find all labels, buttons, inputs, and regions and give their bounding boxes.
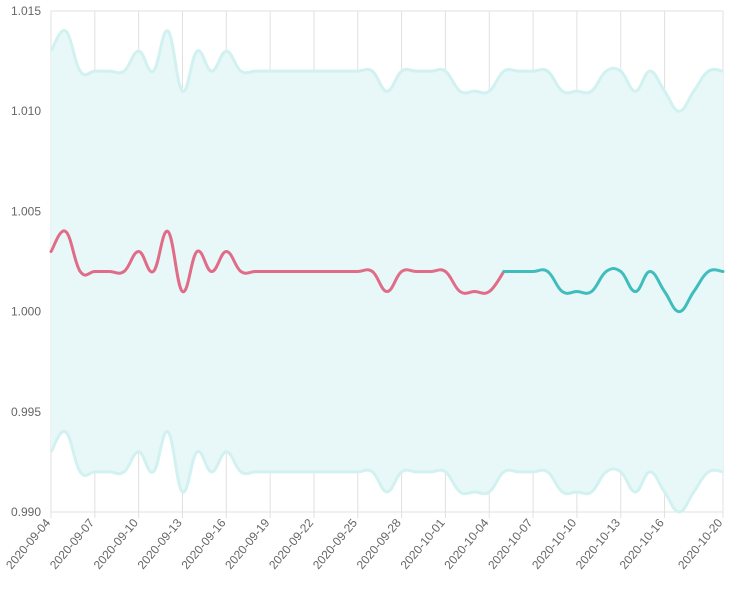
y-tick-label: 1.010 — [11, 104, 41, 118]
series-line-1 — [49, 229, 506, 295]
x-tick-label: 2020-09-25 — [310, 516, 360, 572]
band-upper-line — [49, 29, 724, 113]
series-line-2 — [502, 267, 725, 314]
x-tick-label: 2020-10-04 — [441, 516, 491, 572]
x-tick-label: 2020-09-22 — [266, 516, 316, 572]
confidence-band — [49, 29, 724, 514]
y-tick-label: 0.995 — [11, 405, 41, 419]
x-tick-label: 2020-09-19 — [222, 516, 272, 572]
x-tick-label: 2020-09-28 — [354, 516, 404, 572]
y-tick-label: 1.015 — [11, 4, 41, 18]
x-tick-label: 2020-10-01 — [398, 516, 448, 572]
y-axis: 1.015 1.010 1.005 1.000 0.995 0.990 — [11, 4, 41, 519]
x-tick-label: 2020-10-16 — [617, 516, 667, 572]
x-tick-label: 2020-10-07 — [485, 516, 535, 572]
x-tick-label: 2020-10-20 — [675, 516, 725, 572]
x-tick-label: 2020-10-10 — [529, 516, 579, 572]
series-lines — [49, 229, 725, 314]
band-lower-line — [49, 429, 724, 514]
x-axis: 2020-09-042020-09-072020-09-102020-09-13… — [3, 516, 725, 572]
y-tick-label: 1.000 — [11, 305, 41, 319]
x-tick-label: 2020-09-10 — [91, 516, 141, 572]
y-tick-label: 1.005 — [11, 204, 41, 218]
x-tick-label: 2020-10-13 — [573, 516, 623, 572]
y-tick-label: 0.990 — [11, 505, 41, 519]
x-tick-label: 2020-09-13 — [135, 516, 185, 572]
x-tick-label: 2020-09-04 — [3, 516, 53, 572]
x-tick-label: 2020-09-07 — [47, 516, 97, 572]
x-tick-label: 2020-09-16 — [178, 516, 228, 572]
band-area — [51, 30, 723, 513]
